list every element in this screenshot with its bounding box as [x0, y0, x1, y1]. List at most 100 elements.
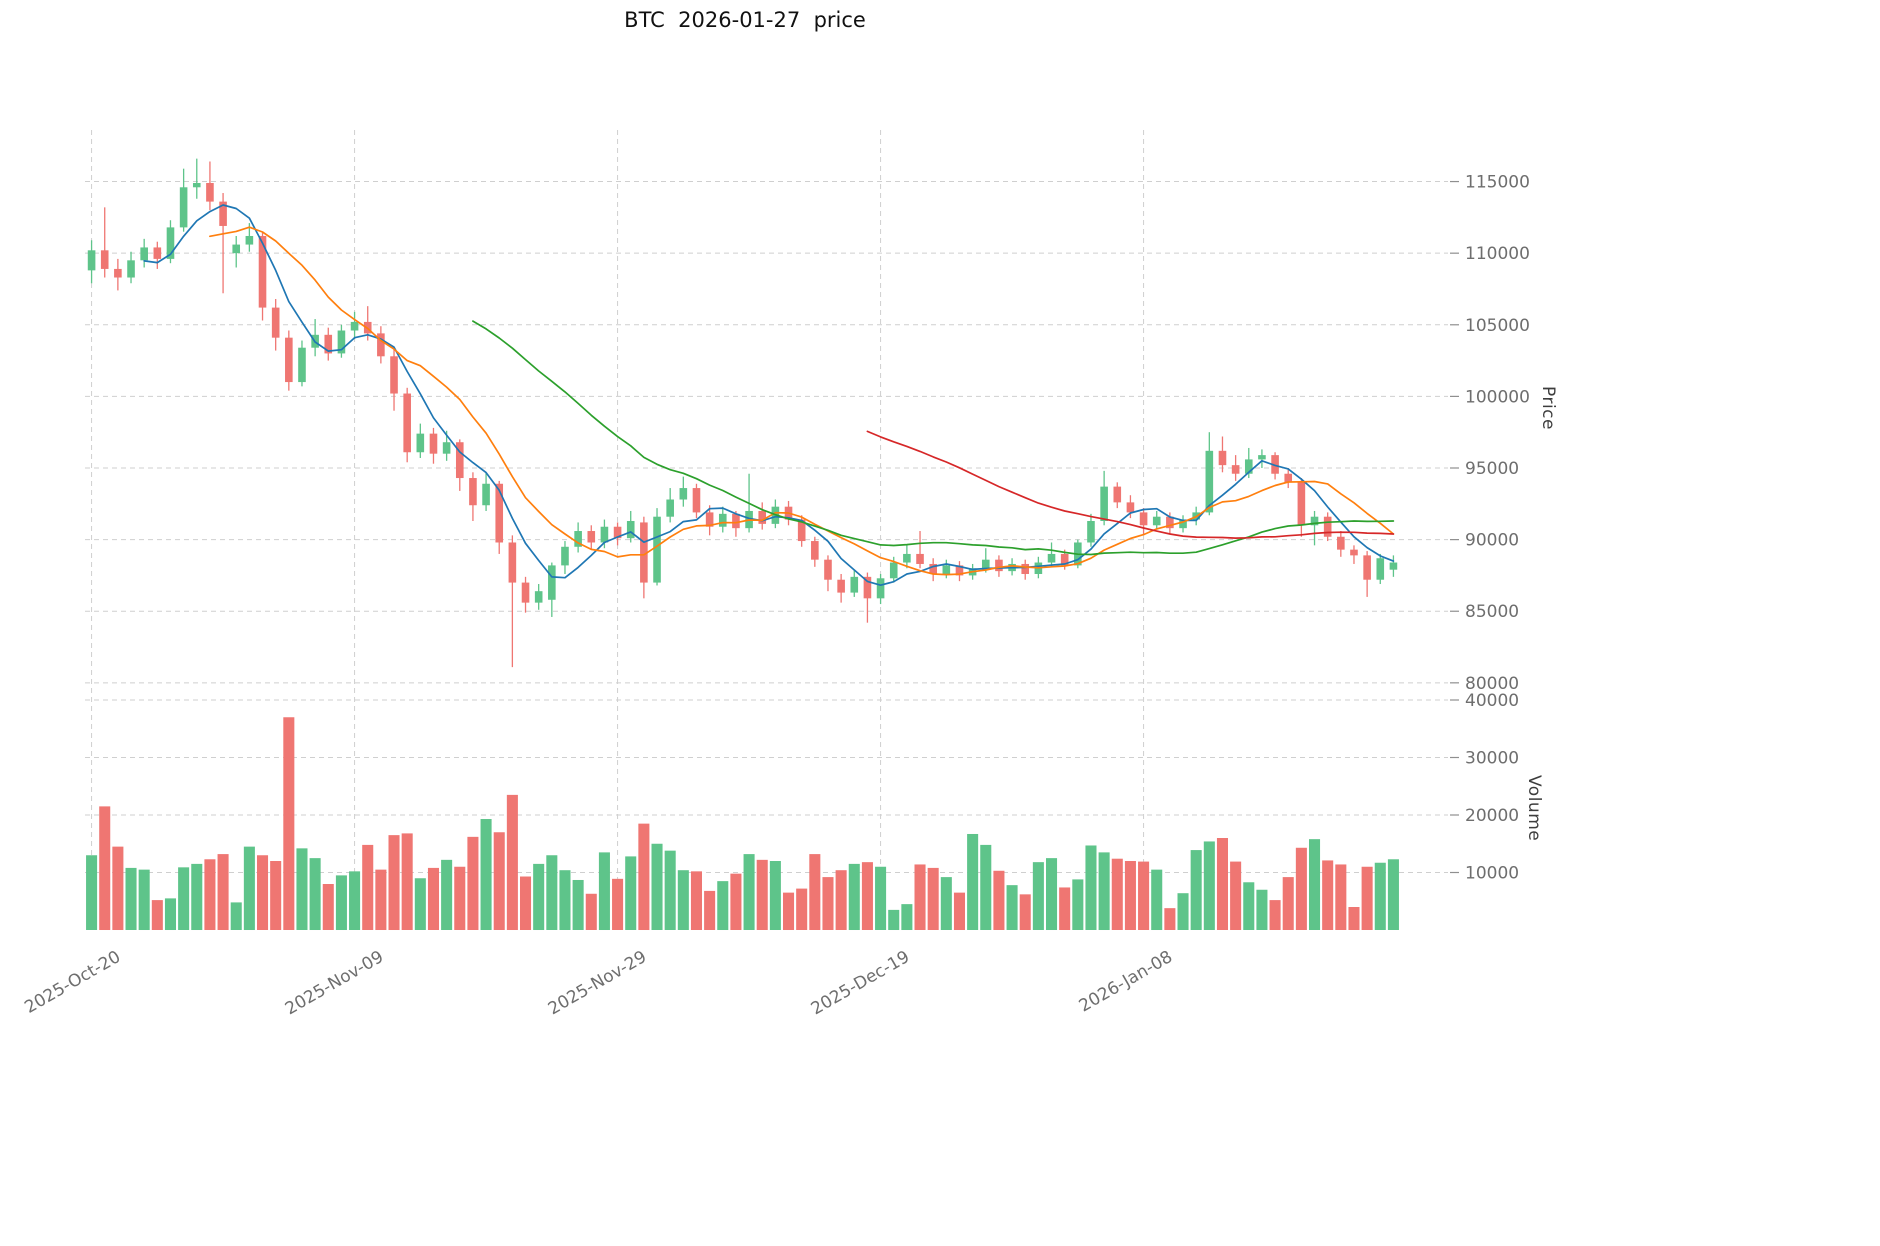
- candle-body: [1337, 536, 1345, 550]
- candle-body: [705, 512, 714, 527]
- candle-body: [140, 247, 148, 261]
- price-tick-label: 90000: [1465, 531, 1519, 551]
- ma-line-30: [472, 320, 1395, 556]
- price-tick-label: 80000: [1465, 674, 1519, 694]
- candle-body: [1231, 465, 1240, 474]
- candle-body: [640, 522, 648, 583]
- volume-bar: [1230, 861, 1242, 930]
- volume-bar: [1032, 862, 1044, 930]
- volume-bar: [980, 844, 992, 930]
- candle-body: [377, 333, 385, 357]
- candle-body: [863, 576, 872, 599]
- candle-body: [548, 565, 556, 600]
- candle-body: [574, 531, 582, 547]
- volume-bar: [86, 855, 98, 930]
- ma-line-10: [209, 226, 1395, 576]
- volume-bar: [243, 846, 255, 931]
- candle-body: [495, 483, 504, 543]
- candle-body: [179, 187, 188, 228]
- volume-bar: [1124, 861, 1136, 930]
- volume-tick-label: 40000: [1465, 691, 1519, 711]
- candle-body: [1060, 553, 1069, 566]
- volume-bar: [349, 871, 361, 930]
- candle-body: [390, 356, 398, 394]
- candle-body: [298, 347, 306, 383]
- volume-bar: [414, 878, 426, 930]
- volume-bar: [164, 898, 176, 931]
- volume-bar: [401, 833, 413, 930]
- candle-body: [455, 442, 464, 479]
- volume-bar: [1387, 859, 1399, 930]
- price-tick-label: 95000: [1465, 459, 1519, 479]
- volume-bar: [861, 862, 873, 930]
- volume-bar: [809, 854, 821, 930]
- candle-body: [797, 519, 806, 542]
- volume-bar: [638, 823, 650, 931]
- volume-bar: [888, 909, 900, 931]
- volume-bar: [138, 869, 150, 931]
- candle-body: [1310, 516, 1319, 526]
- volume-bar: [967, 833, 979, 930]
- volume-bar: [717, 881, 729, 931]
- candle-body: [1271, 455, 1279, 474]
- ma-line-5: [143, 204, 1395, 587]
- volume-bar: [1138, 861, 1150, 930]
- chart-title: BTC 2026-01-27 price: [624, 8, 866, 32]
- candle-body: [1021, 563, 1030, 574]
- candle-body: [114, 268, 122, 278]
- volume-bar: [335, 875, 347, 931]
- candle-body: [337, 330, 346, 354]
- candle-body: [903, 553, 911, 563]
- candle-body: [679, 488, 688, 500]
- volume-bar: [217, 854, 229, 930]
- price-tick-label: 105000: [1465, 316, 1530, 336]
- candle-body: [1258, 455, 1266, 460]
- candle-body: [1284, 473, 1293, 483]
- candle-body: [1100, 486, 1108, 521]
- candle-body: [613, 526, 622, 539]
- volume-tick-label: 20000: [1465, 806, 1519, 826]
- price-tick-label: 85000: [1465, 602, 1519, 622]
- volume-bar: [875, 866, 887, 930]
- volume-axis-label: Volume: [1524, 775, 1544, 842]
- candle-body: [1218, 450, 1227, 466]
- volume-bar: [191, 863, 203, 931]
- candle-body: [1205, 450, 1214, 513]
- candle-body: [258, 235, 267, 308]
- volume-bar: [296, 848, 308, 930]
- volume-bar: [520, 876, 532, 930]
- volume-bar: [598, 852, 610, 931]
- volume-bar: [901, 904, 913, 931]
- volume-bar: [1295, 847, 1307, 930]
- candle-body: [403, 393, 411, 453]
- candle-body: [508, 542, 517, 583]
- volume-bar: [178, 867, 190, 930]
- volume-bar: [533, 863, 545, 931]
- volume-bar: [230, 902, 242, 930]
- volume-bar: [1335, 864, 1347, 930]
- volume-bar: [927, 867, 939, 930]
- candle-body: [416, 433, 425, 453]
- volume-bar: [756, 859, 768, 930]
- volume-bar: [1098, 852, 1110, 931]
- candle-body: [1152, 516, 1161, 526]
- ma-line-60: [866, 430, 1395, 539]
- candle-body: [1139, 512, 1148, 526]
- volume-bar: [1361, 866, 1373, 930]
- volume-bar: [585, 893, 597, 930]
- date-tick-label: 2025-Nov-29: [545, 947, 650, 1019]
- candle-body: [995, 559, 1003, 572]
- volume-bar: [546, 855, 558, 930]
- volume-bar: [427, 867, 439, 930]
- candle-body: [350, 321, 359, 331]
- volume-bar: [1309, 839, 1321, 930]
- candle-body: [1323, 516, 1332, 537]
- candle-body: [653, 516, 661, 583]
- price-tick-label: 110000: [1465, 244, 1530, 264]
- candle-body: [206, 182, 214, 202]
- candle-body: [916, 553, 924, 564]
- candle-body: [271, 307, 280, 338]
- volume-bar: [704, 890, 716, 930]
- candle-body: [469, 478, 477, 506]
- candle-body: [929, 563, 937, 574]
